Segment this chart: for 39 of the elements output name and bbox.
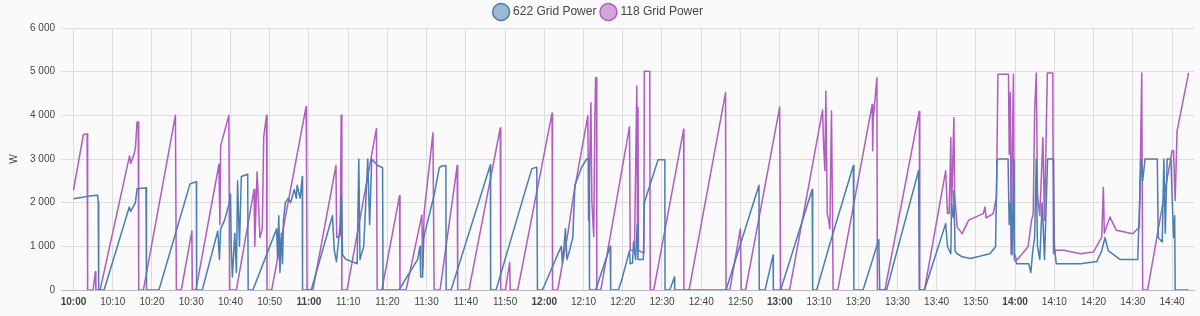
x-tick-label: 10:20 bbox=[139, 295, 165, 307]
x-tick-label: 10:30 bbox=[178, 295, 205, 307]
x-tick-label: 10:40 bbox=[217, 295, 244, 307]
x-tick-label: 13:00 bbox=[766, 295, 793, 307]
y-tick-label: 4 000 bbox=[29, 109, 56, 121]
legend-label: 622 Grid Power bbox=[513, 4, 597, 19]
x-tick-label: 14:10 bbox=[1041, 295, 1068, 307]
x-tick-label: 13:40 bbox=[924, 295, 950, 307]
x-tick-label: 10:10 bbox=[100, 295, 126, 307]
y-tick-label: 3 000 bbox=[29, 152, 56, 164]
y-tick-label: 5 000 bbox=[29, 65, 56, 77]
x-tick-label: 12:00 bbox=[531, 295, 558, 307]
x-tick-label: 11:10 bbox=[335, 295, 361, 307]
x-tick-label: 14:00 bbox=[1002, 295, 1029, 307]
x-tick-label: 14:20 bbox=[1081, 295, 1107, 307]
x-tick-label: 12:40 bbox=[688, 295, 715, 307]
y-tick-label: 1 000 bbox=[29, 240, 56, 252]
x-tick-label: 10:00 bbox=[60, 295, 87, 307]
y-tick-label: 6 000 bbox=[29, 21, 56, 33]
y-axis-title: W bbox=[7, 153, 19, 164]
x-tick-label: 14:40 bbox=[1159, 295, 1185, 307]
x-tick-label: 14:30 bbox=[1120, 295, 1146, 307]
x-tick-label: 12:50 bbox=[727, 295, 754, 307]
y-tick-label: 2 000 bbox=[29, 196, 56, 208]
x-tick-label: 12:20 bbox=[610, 295, 636, 307]
legend-label: 118 Grid Power bbox=[620, 4, 703, 19]
x-tick-label: 13:10 bbox=[806, 295, 832, 307]
x-tick-label: 13:20 bbox=[845, 295, 872, 307]
x-tick-label: 11:20 bbox=[375, 295, 400, 307]
x-tick-label: 10:50 bbox=[257, 295, 283, 307]
x-tick-label: 11:50 bbox=[492, 295, 518, 307]
x-tick-label: 12:30 bbox=[649, 295, 675, 307]
y-tick-label: 0 bbox=[49, 283, 56, 295]
x-tick-label: 11:40 bbox=[453, 295, 479, 307]
x-tick-label: 12:10 bbox=[571, 295, 597, 307]
x-tick-label: 11:30 bbox=[414, 295, 440, 307]
x-tick-label: 13:30 bbox=[884, 295, 911, 307]
x-tick-label: 13:50 bbox=[963, 295, 989, 307]
x-tick-label: 11:00 bbox=[296, 295, 322, 307]
